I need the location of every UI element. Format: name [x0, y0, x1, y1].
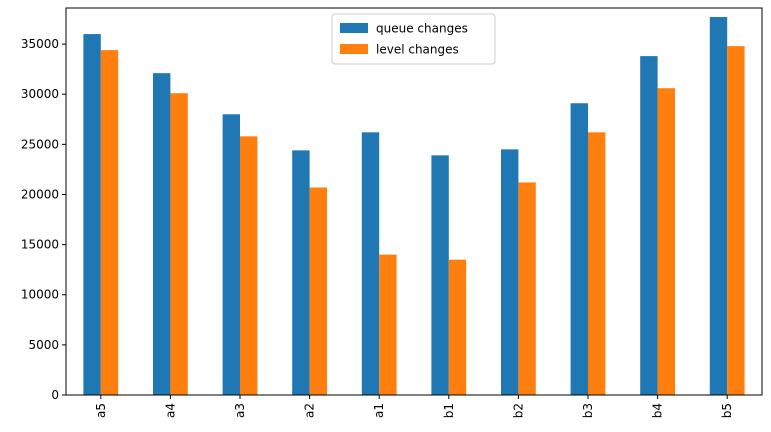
legend-swatch-level	[340, 44, 368, 54]
bar-level-a3	[240, 136, 258, 395]
bar-level-b3	[588, 132, 606, 396]
bars-layer	[83, 17, 745, 396]
bar-level-b2	[518, 182, 536, 395]
bar-queue-b2	[501, 149, 519, 395]
axes-layer: 0 5000 10000 15000 20000 25000 30000 35000 a5 a4 a…	[21, 7, 763, 418]
bar-queue-b3	[570, 103, 588, 395]
legend: queue changes level changes	[331, 13, 496, 65]
y-tick-label: 0	[51, 388, 59, 402]
bar-level-b5	[727, 46, 745, 395]
bar-queue-a3	[222, 114, 240, 396]
legend-label-level: level changes	[376, 43, 459, 57]
bar-queue-a1	[361, 132, 380, 396]
x-tick-label: a4	[163, 403, 177, 418]
y-tick-label: 10000	[21, 288, 59, 302]
bar-queue-b1	[431, 155, 449, 395]
bar-level-b1	[448, 259, 467, 395]
legend-box	[331, 13, 496, 65]
bar-level-a1	[379, 254, 397, 395]
y-tick-label: 35000	[21, 37, 59, 51]
x-tick-label: b4	[651, 403, 665, 418]
y-tick-label: 30000	[21, 87, 59, 101]
x-tick-label: b1	[442, 403, 456, 418]
bar-queue-b4	[640, 56, 658, 395]
x-tick-label: b2	[511, 403, 525, 418]
bar-queue-b5	[709, 17, 728, 395]
bar-queue-a2	[292, 150, 310, 395]
bar-level-b4	[657, 88, 675, 396]
y-tick-label: 20000	[21, 187, 59, 201]
plot-frame	[65, 7, 763, 396]
x-tick-label: b5	[720, 403, 734, 418]
x-tick-label: a3	[233, 403, 247, 418]
x-tick-label: a2	[303, 403, 317, 418]
y-tick-label: 5000	[28, 338, 59, 352]
bar-queue-a4	[153, 73, 171, 395]
y-tick-label: 15000	[21, 238, 59, 252]
y-tick-label: 25000	[21, 137, 59, 151]
x-tick-label: a5	[94, 403, 108, 418]
bar-level-a2	[309, 187, 327, 395]
legend-label-queue: queue changes	[376, 22, 468, 36]
legend-swatch-queue	[340, 23, 368, 33]
x-tick-label: b3	[581, 403, 595, 418]
bar-level-a4	[170, 93, 188, 395]
bar-level-a5	[100, 50, 119, 396]
bar-queue-a5	[83, 34, 101, 396]
x-tick-label: a1	[372, 403, 386, 418]
